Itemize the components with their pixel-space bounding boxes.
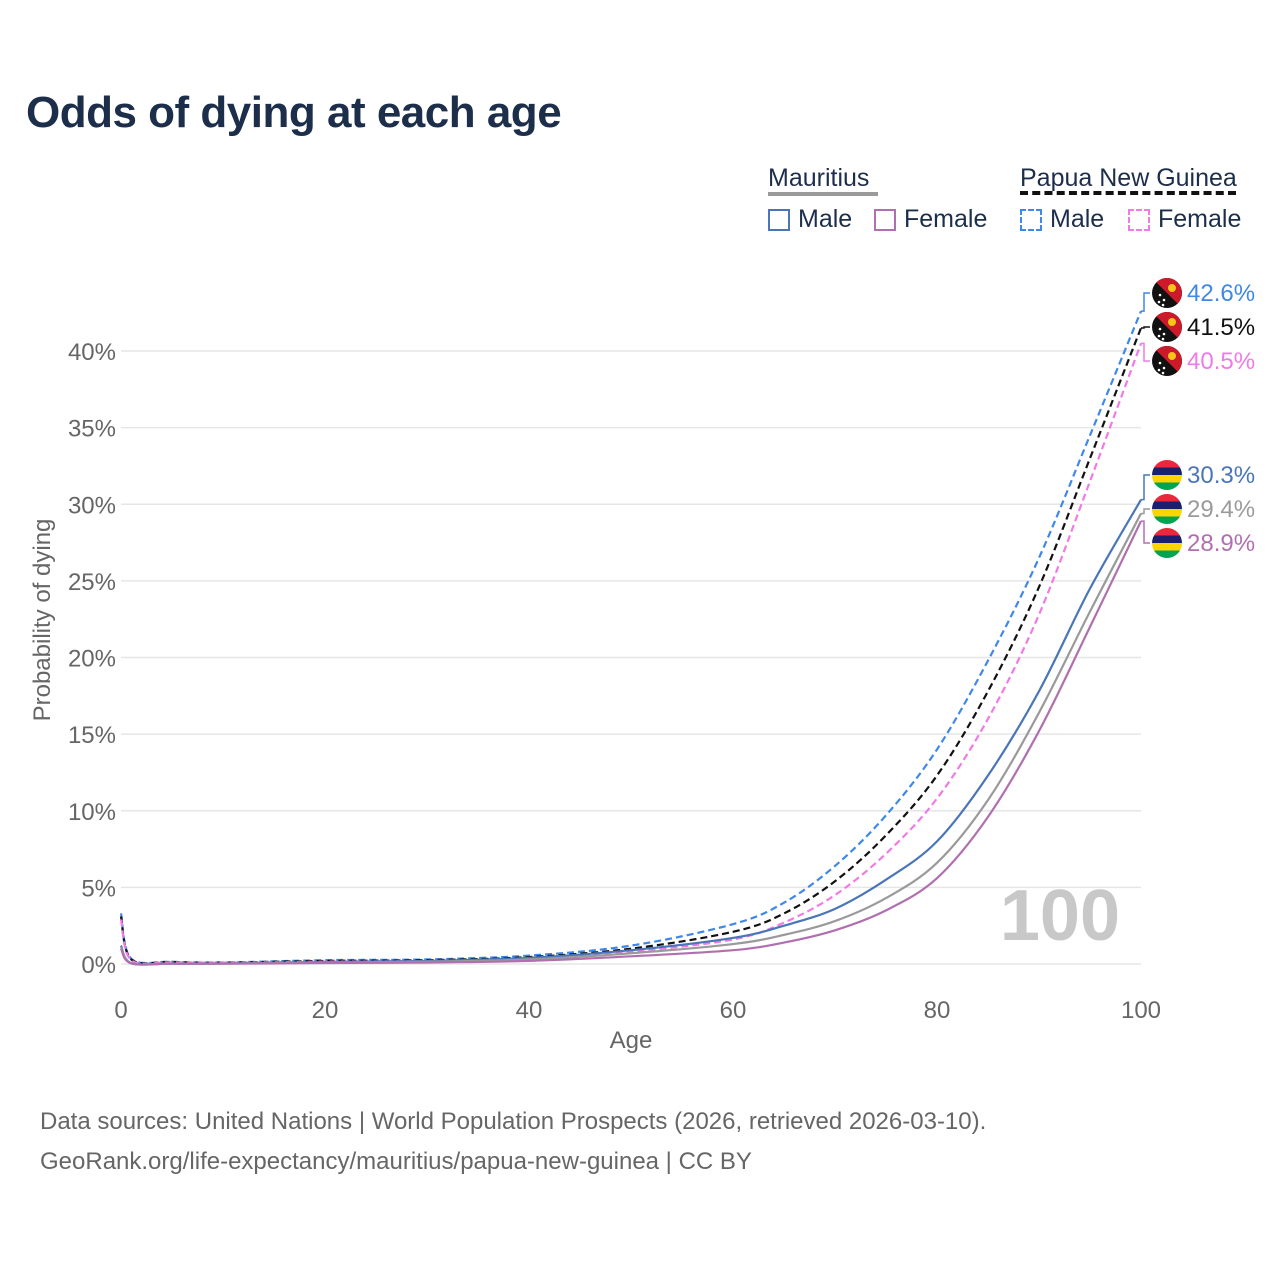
series-line-png-female[interactable] (119, 342, 1143, 965)
legend-png-female-label: Female (1158, 205, 1242, 233)
mauritius-flag-icon (1152, 460, 1182, 490)
end-labels: 42.6% 41.5% 40.5% 30.3% 29.4% 28.9% (1141, 278, 1255, 558)
mauritius-flag-icon (1152, 494, 1182, 524)
y-tick-label: 40% (68, 339, 116, 366)
legend-png-female[interactable]: Female (1128, 205, 1241, 234)
end-label-value: 42.6% (1187, 280, 1255, 307)
y-tick-label: 35% (68, 416, 116, 443)
end-label-value: 30.3% (1187, 462, 1255, 489)
x-tick-label: 40 (516, 997, 543, 1024)
legend-mauritius-female-box (874, 208, 896, 231)
legend-png-male[interactable]: Male (1020, 205, 1104, 234)
end-label-value: 40.5% (1187, 348, 1255, 375)
y-tick-label: 20% (68, 646, 116, 673)
watermark-year: 100 (1000, 876, 1120, 956)
footer-url: GeoRank.org/life-expectancy/mauritius/pa… (40, 1148, 752, 1175)
legend-mauritius-swatch (768, 192, 878, 196)
series-lines (119, 310, 1143, 966)
y-tick-label: 25% (68, 569, 116, 596)
end-label-leader (1141, 292, 1150, 312)
legend-mauritius-female-label: Female (904, 205, 988, 233)
legend-png-swatch (1020, 191, 1236, 195)
axis-ticks: 0% 5% 10% 15% 20% 25% 30% 35% 40% 0 20 40 60 80 100 (68, 339, 1161, 1024)
mauritius-flag-icon (1152, 528, 1182, 558)
series-line-mauritius-male[interactable] (119, 499, 1142, 966)
legend-png-male-box (1020, 208, 1042, 231)
grid (121, 350, 1141, 965)
end-label-leader (1141, 342, 1150, 362)
png-flag-icon (1152, 346, 1182, 376)
legend-png-male-label: Male (1050, 205, 1105, 233)
series-line-png-male[interactable] (119, 310, 1143, 965)
end-label-leader (1141, 508, 1150, 515)
x-axis-label: Age (610, 1027, 653, 1054)
end-label-value: 41.5% (1187, 314, 1255, 341)
chart-title: Odds of dying at each age (26, 88, 562, 137)
y-axis-label: Probability of dying (29, 519, 56, 722)
legend-mauritius-male-box (768, 208, 790, 231)
legend-mauritius-male-label: Male (798, 205, 853, 233)
end-label-leader (1141, 474, 1150, 501)
y-tick-label: 10% (68, 799, 116, 826)
png-flag-icon (1152, 312, 1182, 342)
y-tick-label: 0% (81, 952, 116, 979)
x-tick-label: 0 (114, 997, 127, 1024)
legend-png-female-box (1128, 208, 1150, 231)
x-tick-label: 20 (312, 997, 339, 1024)
y-tick-label: 15% (68, 722, 116, 749)
legend-png-title: Papua New Guinea (1020, 164, 1237, 192)
x-tick-label: 60 (720, 997, 747, 1024)
y-tick-label: 30% (68, 492, 116, 519)
end-label-value: 29.4% (1187, 496, 1255, 523)
x-tick-label: 100 (1121, 997, 1161, 1024)
end-label-value: 28.9% (1187, 530, 1255, 557)
end-label-leader (1141, 520, 1150, 544)
x-tick-label: 80 (924, 997, 951, 1024)
png-flag-icon (1152, 278, 1182, 308)
legend-mauritius-title: Mauritius (768, 164, 870, 192)
footer-sources: Data sources: United Nations | World Pop… (40, 1108, 987, 1135)
y-tick-label: 5% (81, 875, 116, 902)
legend-mauritius-male[interactable]: Male (768, 205, 852, 234)
end-label-leader (1141, 326, 1150, 329)
series-line-png-both[interactable] (119, 327, 1143, 965)
legend-mauritius-female[interactable]: Female (874, 205, 987, 234)
series-line-mauritius-female[interactable] (120, 520, 1142, 966)
